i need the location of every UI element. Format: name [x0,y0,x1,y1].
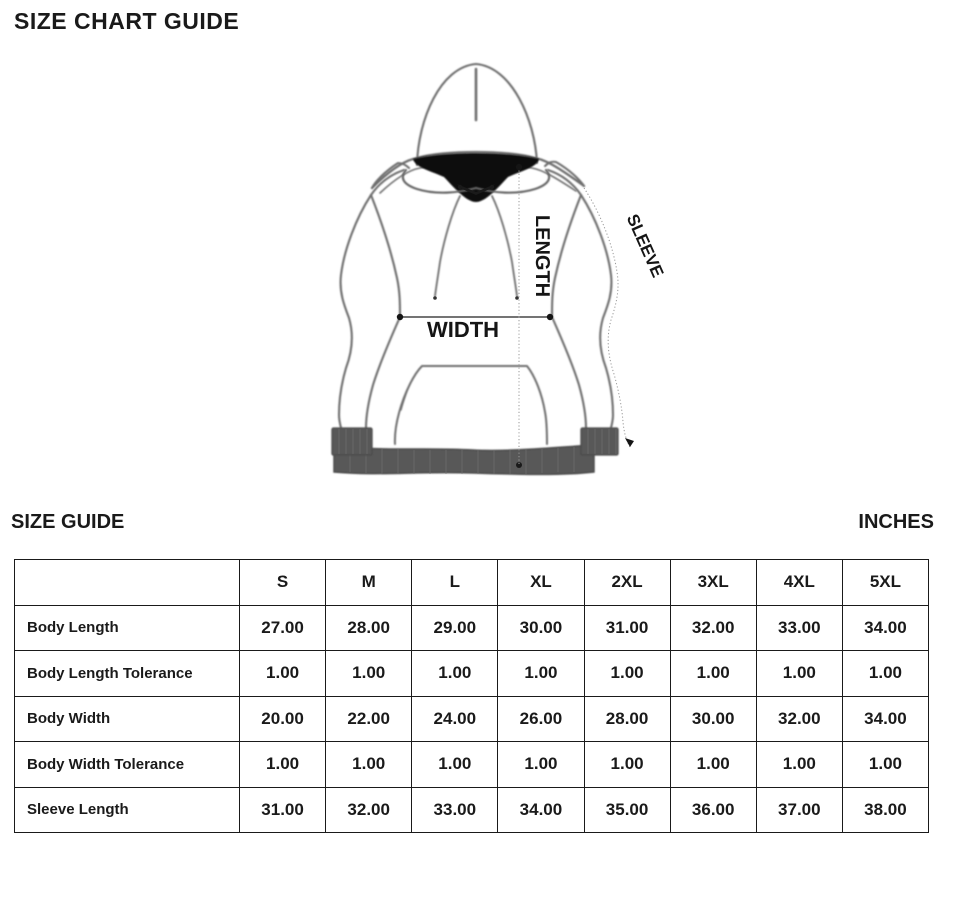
svg-text:LENGTH: LENGTH [531,215,553,297]
svg-text:SLEEVE: SLEEVE [623,211,668,280]
svg-text:WIDTH: WIDTH [427,317,499,342]
